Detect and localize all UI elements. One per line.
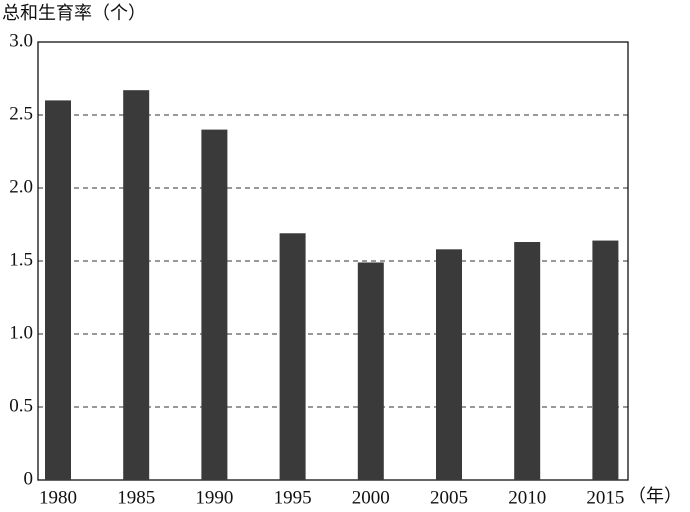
x-tick-label: 2005 — [430, 487, 468, 508]
x-axis-label: （年） — [628, 486, 682, 507]
bar — [123, 90, 150, 481]
y-tick-label: 2.0 — [9, 176, 33, 197]
x-tick-label: 1995 — [274, 487, 312, 508]
y-tick-label: 0.5 — [9, 395, 33, 416]
x-tick-label: 2000 — [352, 487, 390, 508]
bar — [357, 262, 384, 480]
bar — [279, 233, 306, 480]
bar — [201, 129, 228, 480]
y-tick-label: 0 — [24, 468, 34, 489]
bar — [436, 249, 462, 480]
x-tick-label: 1990 — [195, 487, 233, 508]
y-tick-label: 3.0 — [9, 30, 33, 51]
bar — [592, 240, 619, 480]
y-tick-label: 1.5 — [9, 249, 33, 270]
x-tick-label: 1980 — [39, 487, 77, 508]
y-tick-label: 2.5 — [9, 103, 33, 124]
x-tick-label: 1985 — [117, 487, 155, 508]
x-tick-label: 2015 — [586, 487, 624, 508]
x-tick-label: 2010 — [508, 487, 546, 508]
plot-frame — [37, 41, 629, 481]
y-tick-label: 1.0 — [9, 322, 33, 343]
bar — [514, 242, 541, 480]
y-axis-label: 总和生育率（个） — [2, 3, 146, 24]
bar — [45, 100, 71, 481]
